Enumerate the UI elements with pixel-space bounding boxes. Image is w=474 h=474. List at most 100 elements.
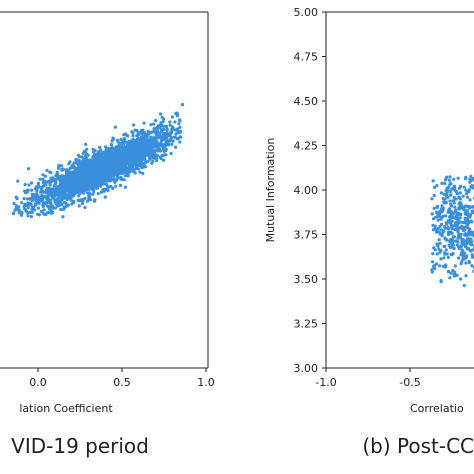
scatter-point <box>88 174 92 178</box>
scatter-point <box>96 160 100 164</box>
scatter-point <box>440 228 444 232</box>
scatter-point <box>146 129 150 133</box>
scatter-point <box>170 142 174 146</box>
scatter-point <box>54 192 58 196</box>
scatter-point <box>442 244 446 249</box>
scatter-point <box>464 210 468 214</box>
scatter-point <box>454 208 458 212</box>
scatter-point <box>64 185 68 189</box>
scatter-point <box>44 212 48 216</box>
scatter-point <box>158 135 162 139</box>
scatter-point <box>102 173 107 177</box>
scatter-point <box>170 115 174 119</box>
scatter-point <box>97 155 102 159</box>
scatter-point <box>144 160 148 164</box>
scatter-point <box>446 230 451 234</box>
scatter-point <box>133 147 137 151</box>
scatter-point <box>449 231 453 235</box>
scatter-point <box>454 197 458 201</box>
scatter-point <box>467 188 471 192</box>
scatter-point <box>12 201 16 206</box>
scatter-point <box>177 122 181 126</box>
scatter-point <box>438 225 442 229</box>
scatter-point <box>88 192 92 196</box>
scatter-point <box>91 192 95 196</box>
scatter-point <box>75 167 79 171</box>
scatter-point <box>99 178 103 182</box>
scatter-point <box>145 141 149 145</box>
scatter-point <box>173 120 177 124</box>
y-tick-label: 4.75 <box>294 51 319 64</box>
scatter-point <box>461 194 465 198</box>
scatter-point <box>147 149 151 153</box>
scatter-point <box>451 268 455 273</box>
scatter-point <box>460 241 464 245</box>
scatter-point <box>23 182 27 187</box>
scatter-point <box>431 217 436 221</box>
scatter-point <box>461 249 465 253</box>
scatter-point <box>11 212 16 216</box>
scatter-point <box>446 210 450 214</box>
scatter-point <box>67 162 71 166</box>
scatter-point <box>103 195 107 199</box>
scatter-point <box>35 192 39 196</box>
scatter-point <box>104 156 108 160</box>
scatter-point <box>459 212 463 217</box>
scatter-point <box>82 162 87 166</box>
scatter-point <box>469 174 473 178</box>
scatter-point <box>85 176 89 180</box>
scatter-point <box>104 145 108 149</box>
scatter-point <box>465 254 469 258</box>
scatter-point <box>87 195 91 199</box>
scatter-point <box>149 123 153 127</box>
scatter-point <box>47 179 51 184</box>
scatter-point <box>436 204 440 208</box>
scatter-point <box>81 166 85 171</box>
scatter-point <box>119 161 123 165</box>
scatter-point <box>157 124 162 128</box>
scatter-point <box>131 158 135 162</box>
scatter-point <box>448 246 453 250</box>
scatter-point <box>44 183 48 187</box>
scatter-point <box>440 210 444 214</box>
scatter-point <box>14 204 18 208</box>
scatter-point <box>109 178 113 183</box>
scatter-point <box>445 175 449 179</box>
scatter-point <box>457 226 461 230</box>
scatter-point <box>136 167 140 171</box>
scatter-point <box>93 182 97 186</box>
scatter-point <box>110 160 114 164</box>
scatter-point <box>443 252 447 256</box>
scatter-point <box>457 219 461 224</box>
scatter-point <box>97 151 102 156</box>
scatter-point <box>463 216 467 220</box>
scatter-point <box>161 144 165 148</box>
scatter-point <box>435 252 439 256</box>
scatter-point <box>122 150 126 154</box>
scatter-point <box>121 165 125 169</box>
scatter-point <box>146 132 150 136</box>
scatter-point <box>71 194 75 198</box>
scatter-point <box>465 223 469 227</box>
scatter-point <box>471 233 474 237</box>
scatter-point <box>462 243 466 247</box>
scatter-point <box>466 216 470 220</box>
scatter-point <box>449 220 453 224</box>
scatter-point <box>80 177 85 181</box>
scatter-point <box>460 238 464 242</box>
scatter-point <box>466 226 470 230</box>
scatter-point <box>470 253 474 257</box>
scatter-point <box>50 179 55 183</box>
scatter-point <box>75 158 79 162</box>
left-x-ticks: 0.0 0.5 1.0 <box>29 368 215 389</box>
scatter-point <box>454 239 458 243</box>
scatter-point <box>453 205 457 209</box>
scatter-point <box>456 216 460 220</box>
scatter-point <box>94 172 98 176</box>
scatter-point <box>436 218 440 222</box>
scatter-point <box>59 207 63 212</box>
scatter-point <box>145 147 149 151</box>
scatter-point <box>166 142 170 146</box>
scatter-point <box>92 185 96 190</box>
scatter-point <box>450 227 454 231</box>
